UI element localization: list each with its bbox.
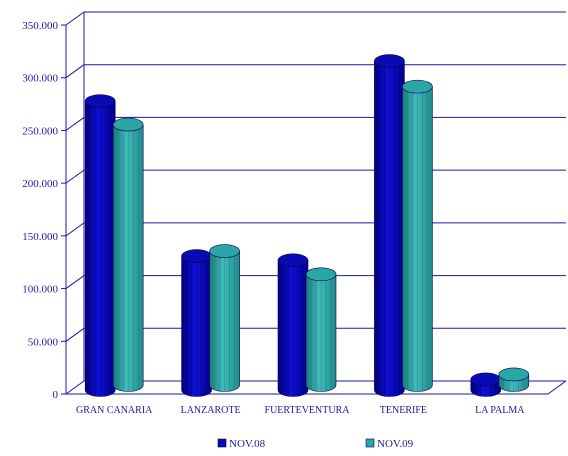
gridline-side bbox=[66, 276, 84, 289]
legend-label: NOV.08 bbox=[229, 438, 266, 450]
bar-top bbox=[374, 55, 404, 68]
y-tick-label: 0 bbox=[53, 389, 59, 401]
bars bbox=[85, 55, 529, 397]
bar-top bbox=[471, 373, 501, 386]
y-tick-label: 100.000 bbox=[22, 284, 58, 296]
bar-top bbox=[113, 118, 143, 131]
bar-top bbox=[210, 245, 240, 258]
gridline-side bbox=[66, 12, 84, 25]
y-tick-label: 350.000 bbox=[22, 20, 58, 32]
legend: NOV.08 NOV.09 bbox=[218, 438, 414, 450]
category-label: LA PALMA bbox=[475, 405, 525, 416]
bar-top bbox=[278, 254, 308, 267]
bar-top bbox=[306, 268, 336, 281]
bar-la-palma-nov08 bbox=[471, 373, 501, 397]
y-tick-label: 250.000 bbox=[22, 125, 58, 137]
bar-gran-canaria-nov09 bbox=[113, 118, 143, 391]
bar-top bbox=[85, 95, 115, 108]
bar-tenerife-nov09 bbox=[402, 80, 432, 391]
gridline-side bbox=[66, 117, 84, 130]
bar-top bbox=[402, 80, 432, 93]
y-tick-label: 200.000 bbox=[22, 178, 58, 190]
category-label: TENERIFE bbox=[380, 405, 427, 416]
legend-swatch bbox=[366, 439, 374, 447]
bar-lanzarote-nov08 bbox=[182, 250, 212, 397]
gridline-side bbox=[66, 170, 84, 183]
bar-la-palma-nov09 bbox=[499, 368, 529, 392]
bar-fuerteventura-nov09 bbox=[306, 268, 336, 392]
gridline-side bbox=[66, 381, 84, 394]
gridline-side bbox=[66, 223, 84, 236]
gridline-side bbox=[66, 328, 84, 341]
gridline-side bbox=[66, 65, 84, 78]
category-label: GRAN CANARIA bbox=[76, 405, 153, 416]
bar-top bbox=[182, 250, 212, 263]
category-label: LANZAROTE bbox=[181, 405, 241, 416]
y-tick-label: 50.000 bbox=[28, 336, 59, 348]
bar-fuerteventura-nov08 bbox=[278, 254, 308, 397]
legend-label: NOV.09 bbox=[377, 438, 414, 450]
bar-gran-canaria-nov08 bbox=[85, 95, 115, 397]
category-label: FUERTEVENTURA bbox=[265, 405, 351, 416]
y-tick-label: 300.000 bbox=[22, 73, 58, 85]
y-tick-label: 150.000 bbox=[22, 231, 58, 243]
floor-right-edge bbox=[548, 381, 566, 394]
bar-lanzarote-nov09 bbox=[210, 245, 240, 392]
legend-swatch bbox=[218, 439, 226, 447]
bar-tenerife-nov08 bbox=[374, 55, 404, 397]
bar-top bbox=[499, 368, 529, 381]
